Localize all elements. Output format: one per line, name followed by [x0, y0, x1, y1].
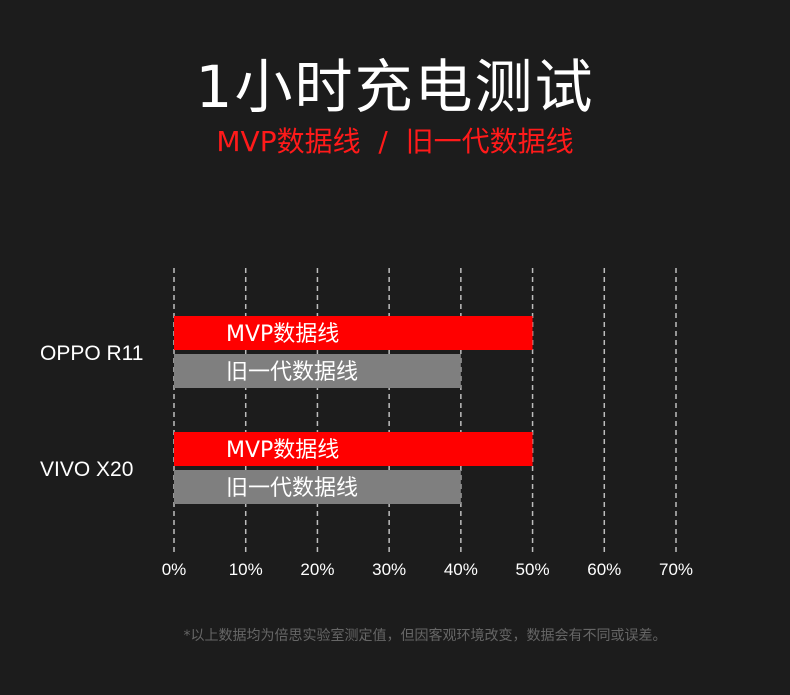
bar-label: MVP数据线 — [226, 322, 339, 347]
tick-label: 0% — [162, 560, 187, 579]
category-label: OPPO R11 — [40, 342, 143, 365]
bar-old-1 — [174, 354, 461, 388]
bar-label: 旧一代数据线 — [226, 476, 358, 501]
tick-label: 40% — [444, 560, 478, 579]
bar-mvp-2 — [174, 432, 533, 466]
bar-mvp-1 — [174, 316, 533, 350]
chart-title: 1小时充电测试 — [195, 53, 595, 121]
bar-label: MVP数据线 — [226, 438, 339, 463]
bar-old-2 — [174, 470, 461, 504]
bar-label: 旧一代数据线 — [226, 360, 358, 385]
tick-label: 20% — [300, 560, 334, 579]
footnote: *以上数据均为倍思实验室测定值，但因客观环境改变，数据会有不同或误差。 — [183, 628, 667, 644]
tick-label: 30% — [372, 560, 406, 579]
tick-label: 50% — [516, 560, 550, 579]
tick-label: 60% — [587, 560, 621, 579]
category-label: VIVO X20 — [40, 458, 133, 481]
tick-label: 10% — [229, 560, 263, 579]
tick-label: 70% — [659, 560, 693, 579]
chart-subtitle: MVP数据线 / 旧一代数据线 — [216, 125, 574, 158]
